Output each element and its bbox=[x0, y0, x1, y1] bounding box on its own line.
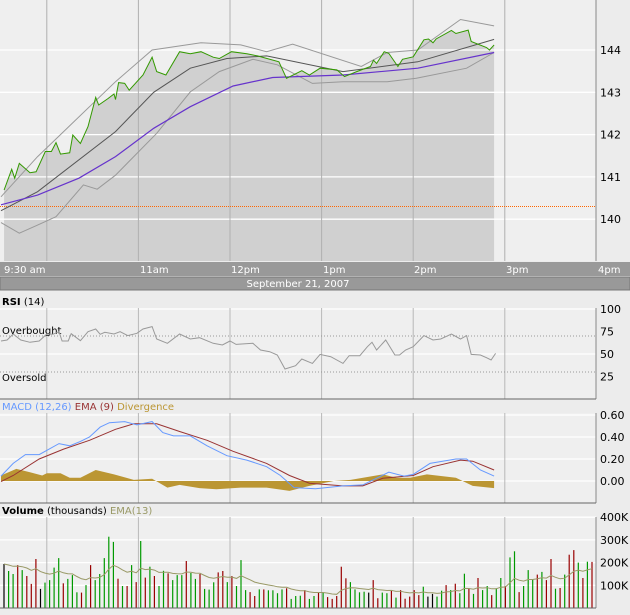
macd-tick-label: 0.00 bbox=[600, 475, 625, 488]
macd-tick-label: 0.40 bbox=[600, 431, 625, 444]
legend-volume-ema: EMA(13) bbox=[110, 506, 152, 517]
macd-tick-label: 0.20 bbox=[600, 453, 625, 466]
volume-tick-label: 300K bbox=[600, 534, 629, 547]
time-label: 3pm bbox=[506, 265, 528, 276]
volume-unit: (thousands) bbox=[47, 506, 107, 517]
close-area bbox=[4, 30, 495, 261]
upper-band-line bbox=[0, 18, 495, 198]
time-label: 1pm bbox=[323, 265, 345, 276]
rsi-period: (14) bbox=[24, 297, 45, 308]
rsi-tick-label: 100 bbox=[600, 303, 621, 316]
signal-line bbox=[0, 423, 495, 487]
volume-panel: 400K 300K 200K 100K bbox=[0, 511, 629, 609]
date-label: September 21, 2007 bbox=[247, 279, 350, 290]
time-axis-labels: 9:30 am 11am 12pm 1pm 2pm 3pm 4pm Septem… bbox=[4, 265, 620, 290]
rsi-line bbox=[0, 326, 497, 370]
rsi-tick-label: 75 bbox=[600, 326, 614, 339]
time-label: 2pm bbox=[414, 265, 436, 276]
macd-panel: 0.60 0.40 0.20 0.00 bbox=[0, 409, 625, 504]
macd-line bbox=[0, 421, 495, 490]
date-bar bbox=[0, 276, 630, 291]
legend-macd: MACD (12,26) bbox=[2, 402, 72, 413]
price-tick-label: 140 bbox=[600, 213, 621, 226]
time-label: 11am bbox=[140, 265, 169, 276]
volume-tick-label: 400K bbox=[600, 511, 629, 524]
oversold-label: Oversold bbox=[2, 373, 47, 384]
price-tick-label: 144 bbox=[600, 44, 621, 57]
overbought-label: Overbought bbox=[2, 326, 62, 337]
rsi-panel: Overbought Oversold 100 75 50 25 bbox=[0, 303, 621, 400]
volume-title: Volume (thousands) EMA(13) bbox=[2, 506, 152, 517]
macd-legend: MACD (12,26) EMA (9) Divergence bbox=[2, 402, 174, 413]
rsi-title: RSI (14) bbox=[2, 297, 44, 308]
legend-divergence: Divergence bbox=[117, 402, 174, 413]
macd-tick-label: 0.60 bbox=[600, 409, 625, 422]
time-label: 12pm bbox=[231, 265, 260, 276]
close-line bbox=[3, 29, 495, 191]
sma-line bbox=[0, 38, 495, 212]
time-label: 4pm bbox=[598, 265, 620, 276]
time-label: 9:30 am bbox=[4, 265, 46, 276]
legend-signal: EMA (9) bbox=[75, 402, 114, 413]
ema-line bbox=[0, 51, 495, 206]
plot-area bbox=[0, 413, 596, 503]
price-tick-label: 141 bbox=[600, 171, 621, 184]
volume-tick-label: 100K bbox=[600, 579, 629, 592]
rsi-title-text: RSI bbox=[2, 297, 21, 308]
rsi-tick-label: 25 bbox=[600, 371, 614, 384]
rsi-tick-label: 50 bbox=[600, 348, 614, 361]
price-tick-label: 142 bbox=[600, 129, 621, 142]
price-tick-label: 143 bbox=[600, 86, 621, 99]
volume-title-text: Volume bbox=[2, 506, 44, 517]
price-panel: 140 141 142 143 144 bbox=[0, 0, 621, 261]
divergence-area bbox=[1, 468, 495, 491]
volume-tick-label: 200K bbox=[600, 557, 629, 570]
lower-band-line bbox=[0, 52, 495, 234]
volume-ema-line bbox=[3, 563, 593, 595]
time-axis-bar bbox=[0, 262, 630, 276]
